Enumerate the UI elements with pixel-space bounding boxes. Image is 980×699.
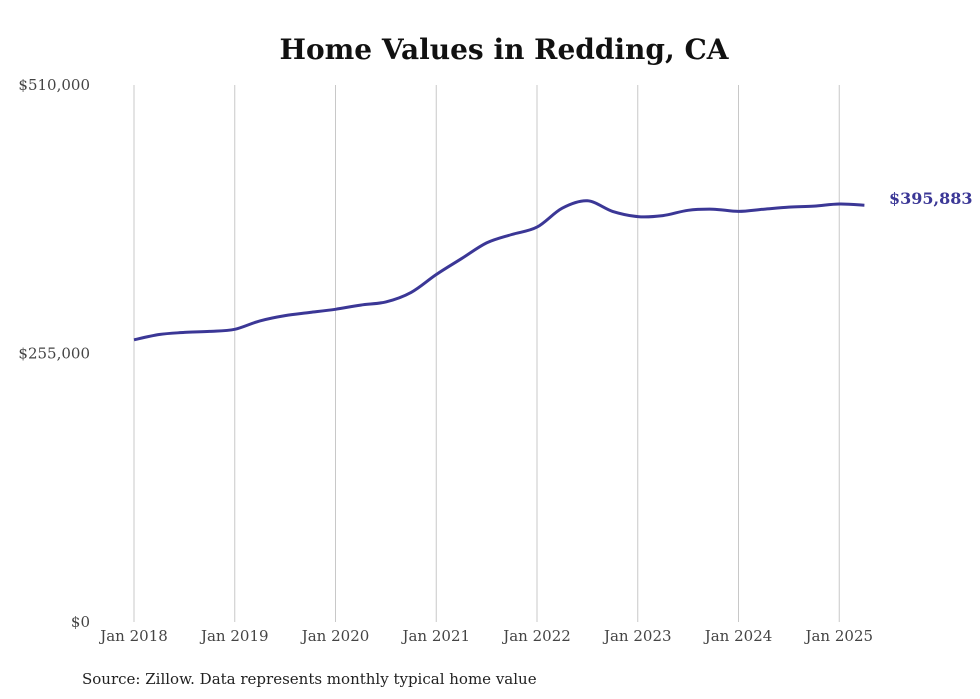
x-tick-label: Jan 2024 [703, 627, 773, 645]
x-tick-label: Jan 2023 [602, 627, 672, 645]
y-tick-label: $510,000 [18, 76, 90, 94]
source-note: Source: Zillow. Data represents monthly … [82, 670, 537, 688]
y-tick-label: $0 [71, 613, 90, 631]
x-tick-label: Jan 2021 [400, 627, 470, 645]
grid-lines [133, 85, 840, 622]
end-value-label: $395,883 [889, 189, 973, 208]
y-tick-label: $255,000 [18, 345, 90, 363]
x-tick-label: Jan 2018 [98, 627, 168, 645]
series-line [133, 199, 865, 342]
x-tick-label: Jan 2019 [199, 627, 269, 645]
x-axis-ticks: Jan 2018 Jan 2019 Jan 2020 Jan 2021 Jan 2022… [98, 627, 873, 645]
x-tick-label: Jan 2020 [300, 627, 370, 645]
x-tick-label: Jan 2025 [803, 627, 873, 645]
chart-title: Home Values in Redding, CA [280, 33, 730, 66]
y-axis-ticks: $0 $255,000 $510,000 [18, 76, 90, 631]
x-tick-label: Jan 2022 [501, 627, 571, 645]
